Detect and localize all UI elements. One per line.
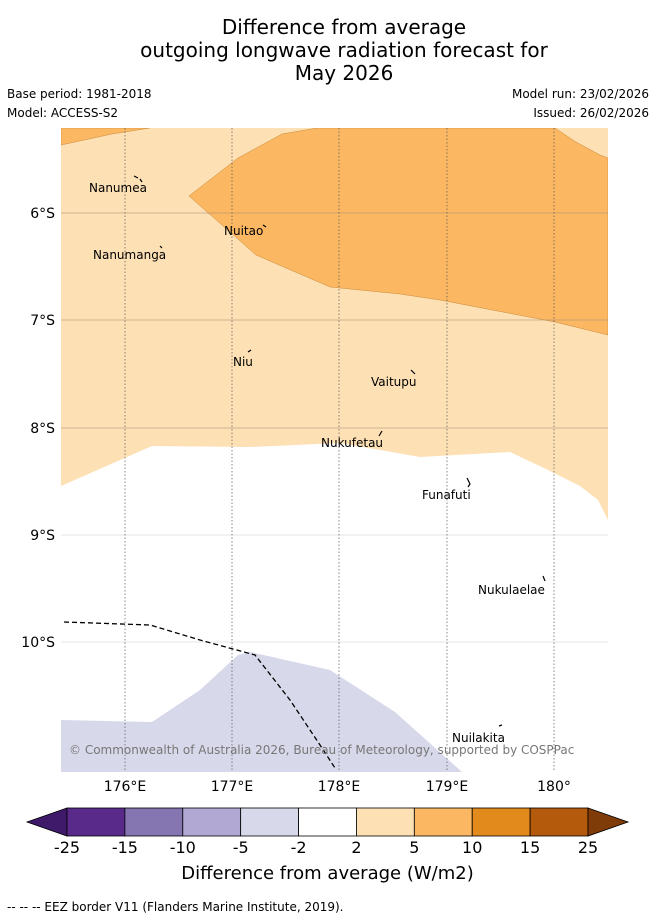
- eez-border: [63, 621, 336, 769]
- anomaly-region-minus5-to-minus2: [61, 652, 462, 772]
- lat-label: 8°S: [30, 421, 55, 437]
- lat-label: 9°S: [30, 528, 55, 544]
- anomaly-region-5-to-10-main: [188, 128, 608, 336]
- copyright-notice: © Commonwealth of Australia 2026, Bureau…: [69, 743, 574, 757]
- title-line-1: Difference from average: [221, 15, 467, 39]
- island-shapes: [133, 175, 546, 727]
- colorbar-segment: [413, 807, 473, 837]
- longitude-gridlines: [124, 128, 555, 772]
- colorbar-tick-label: -2: [291, 838, 307, 857]
- place-label-niu: Niu: [233, 355, 253, 369]
- issued-date: Issued: 26/02/2026: [533, 106, 649, 120]
- colorbar-tick-label: 5: [409, 838, 419, 857]
- title-line-3: May 2026: [294, 61, 394, 85]
- place-label-funafuti: Funafuti: [422, 488, 471, 502]
- latitude-gridlines: [61, 212, 608, 643]
- colorbar-tick-label: 10: [462, 838, 482, 857]
- colorbar-tick-label: 2: [351, 838, 361, 857]
- base-period: Base period: 1981-2018: [7, 87, 152, 101]
- lon-label: 177°E: [211, 779, 254, 795]
- colorbar-tick-label: -15: [112, 838, 138, 857]
- colorbar-segment: [240, 807, 299, 837]
- lat-label: 7°S: [30, 313, 55, 329]
- colorbar-segment: [529, 807, 589, 837]
- model-run: Model run: 23/02/2026: [511, 87, 649, 101]
- place-label-nukulaelae: Nukulaelae: [478, 583, 545, 597]
- place-label-nanumea: Nanumea: [89, 181, 147, 195]
- colorbar-tick-label: -5: [233, 838, 249, 857]
- colorbar-tick-label: -25: [54, 838, 80, 857]
- colorbar-label: Difference from average (W/m2): [181, 863, 474, 884]
- colorbar-segment: [471, 807, 531, 837]
- colorbar-low-extension: [25, 807, 68, 837]
- model-name: Model: ACCESS-S2: [7, 106, 119, 120]
- lon-label: 176°E: [104, 779, 147, 795]
- colorbar-segment: [124, 807, 184, 837]
- colorbar-high-extension: [587, 807, 630, 837]
- map-area: Nanumea Nanumanga Nuitao Niu Vaitupu Nuk…: [61, 128, 608, 772]
- lon-label: 178°E: [318, 779, 361, 795]
- forecast-map: Nanumea Nanumanga Nuitao Niu Vaitupu Nuk…: [21, 128, 630, 857]
- title-line-2: outgoing longwave radiation forecast for: [140, 38, 548, 62]
- colorbar: -25 -15 -10 -5 -2 2 5 10 15 25: [25, 807, 630, 857]
- place-label-vaitupu: Vaitupu: [371, 375, 417, 389]
- lat-label: 6°S: [30, 206, 55, 222]
- place-label-nukufetau: Nukufetau: [321, 436, 383, 450]
- colorbar-segment: [298, 807, 357, 837]
- chart-title: Difference from average outgoing longwav…: [0, 16, 655, 85]
- colorbar-segment: [356, 807, 415, 837]
- colorbar-segment: [182, 807, 242, 837]
- lon-label: 179°E: [426, 779, 469, 795]
- lat-label: 10°S: [21, 635, 55, 651]
- colorbar-segment: [66, 807, 126, 837]
- colorbar-tick-label: 15: [520, 838, 540, 857]
- colorbar-tick-label: -10: [170, 838, 196, 857]
- colorbar-tick-label: 25: [578, 838, 598, 857]
- lon-label: 180°: [537, 779, 571, 795]
- place-label-nuilakita: Nuilakita: [452, 731, 505, 745]
- place-label-nuitao: Nuitao: [224, 224, 263, 238]
- anomaly-region-5-to-10: [61, 128, 151, 146]
- eez-legend-note: -- -- -- EEZ border V11 (Flanders Marine…: [7, 900, 344, 914]
- place-label-nanumanga: Nanumanga: [93, 248, 166, 262]
